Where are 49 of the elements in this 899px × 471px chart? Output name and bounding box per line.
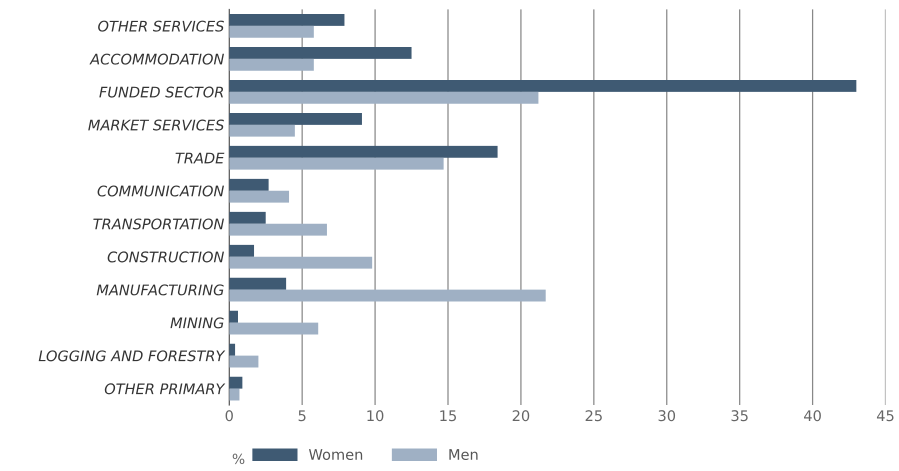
y-tick-label: MARKET SERVICES [88, 120, 224, 131]
y-tick-label: TRADE [176, 152, 224, 164]
y-tick-label: OTHER PRIMARY [104, 383, 226, 394]
bar [229, 112, 362, 125]
x-tick-label: 30 [658, 410, 676, 422]
y-tick-label: CONSTRUCTION [108, 251, 224, 262]
x-tick-label: 25 [586, 410, 602, 422]
bar [229, 80, 856, 92]
bar [229, 322, 318, 335]
y-tick-label: COMMUNICATION [98, 185, 224, 197]
bar [229, 356, 258, 368]
bar [229, 92, 538, 104]
bar [229, 310, 238, 323]
bar [229, 376, 242, 389]
x-tick-label: 35 [732, 410, 748, 422]
bar [229, 26, 314, 38]
x-tick-label: 20 [512, 410, 530, 422]
bar [229, 224, 327, 236]
x-axis-title: % [232, 454, 244, 464]
bar [229, 244, 254, 257]
x-tick-label: 0 [226, 410, 233, 422]
bar [229, 290, 546, 302]
y-tick-label: TRANSPORTATION [93, 218, 224, 230]
bar [229, 256, 372, 269]
bar [229, 58, 314, 71]
bar [229, 146, 498, 158]
bar [229, 158, 444, 170]
x-tick-label: 40 [804, 410, 821, 422]
x-tick-label: 45 [876, 410, 894, 422]
bar [229, 14, 344, 26]
bar [229, 47, 412, 59]
bar [229, 178, 269, 191]
bar [229, 388, 240, 400]
bar [229, 278, 286, 290]
y-tick-label: ACCOMMODATION [89, 54, 224, 65]
legend-label: Men [449, 449, 478, 460]
y-tick-label: MANUFACTURING [96, 284, 224, 296]
bar [229, 212, 266, 224]
x-tick-label: 10 [367, 410, 384, 422]
bar [229, 190, 290, 203]
bar [229, 344, 236, 356]
x-tick-label: 5 [298, 410, 306, 422]
x-tick-label: 15 [440, 410, 456, 422]
y-tick-label: FUNDED SECTOR [99, 86, 223, 98]
y-tick-label: LOGGING AND FORESTRY [38, 350, 226, 362]
bar [229, 124, 295, 137]
y-tick-label: OTHER SERVICES [98, 20, 224, 32]
y-tick-label: MINING [170, 317, 224, 328]
legend-label: Women [308, 449, 362, 460]
